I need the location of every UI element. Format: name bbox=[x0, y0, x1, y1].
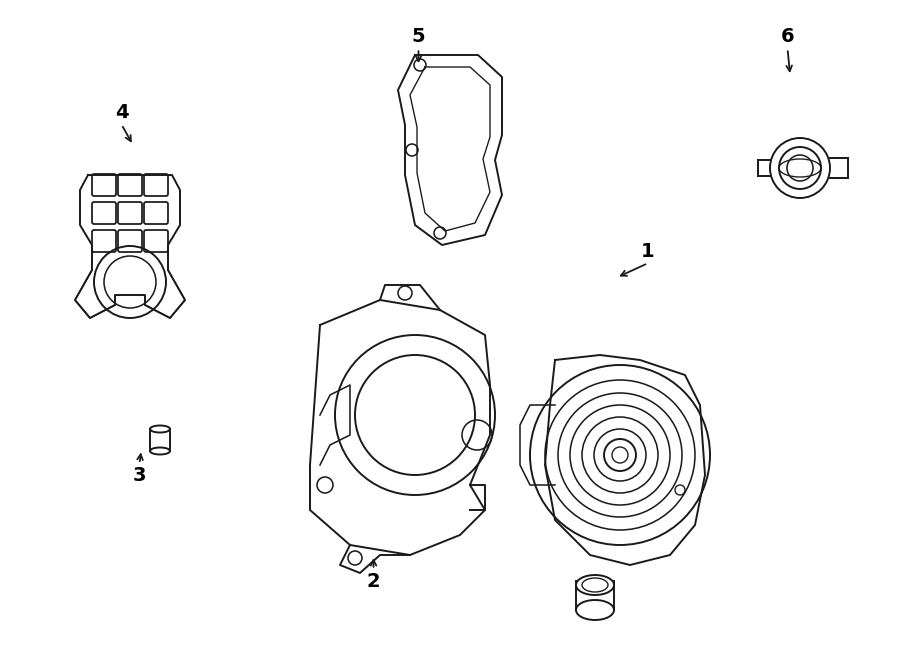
Text: 2: 2 bbox=[366, 572, 381, 591]
Text: 6: 6 bbox=[780, 27, 795, 46]
Text: 5: 5 bbox=[411, 27, 426, 46]
Text: 1: 1 bbox=[641, 242, 655, 260]
Text: 3: 3 bbox=[133, 467, 146, 485]
Text: 4: 4 bbox=[114, 103, 129, 122]
